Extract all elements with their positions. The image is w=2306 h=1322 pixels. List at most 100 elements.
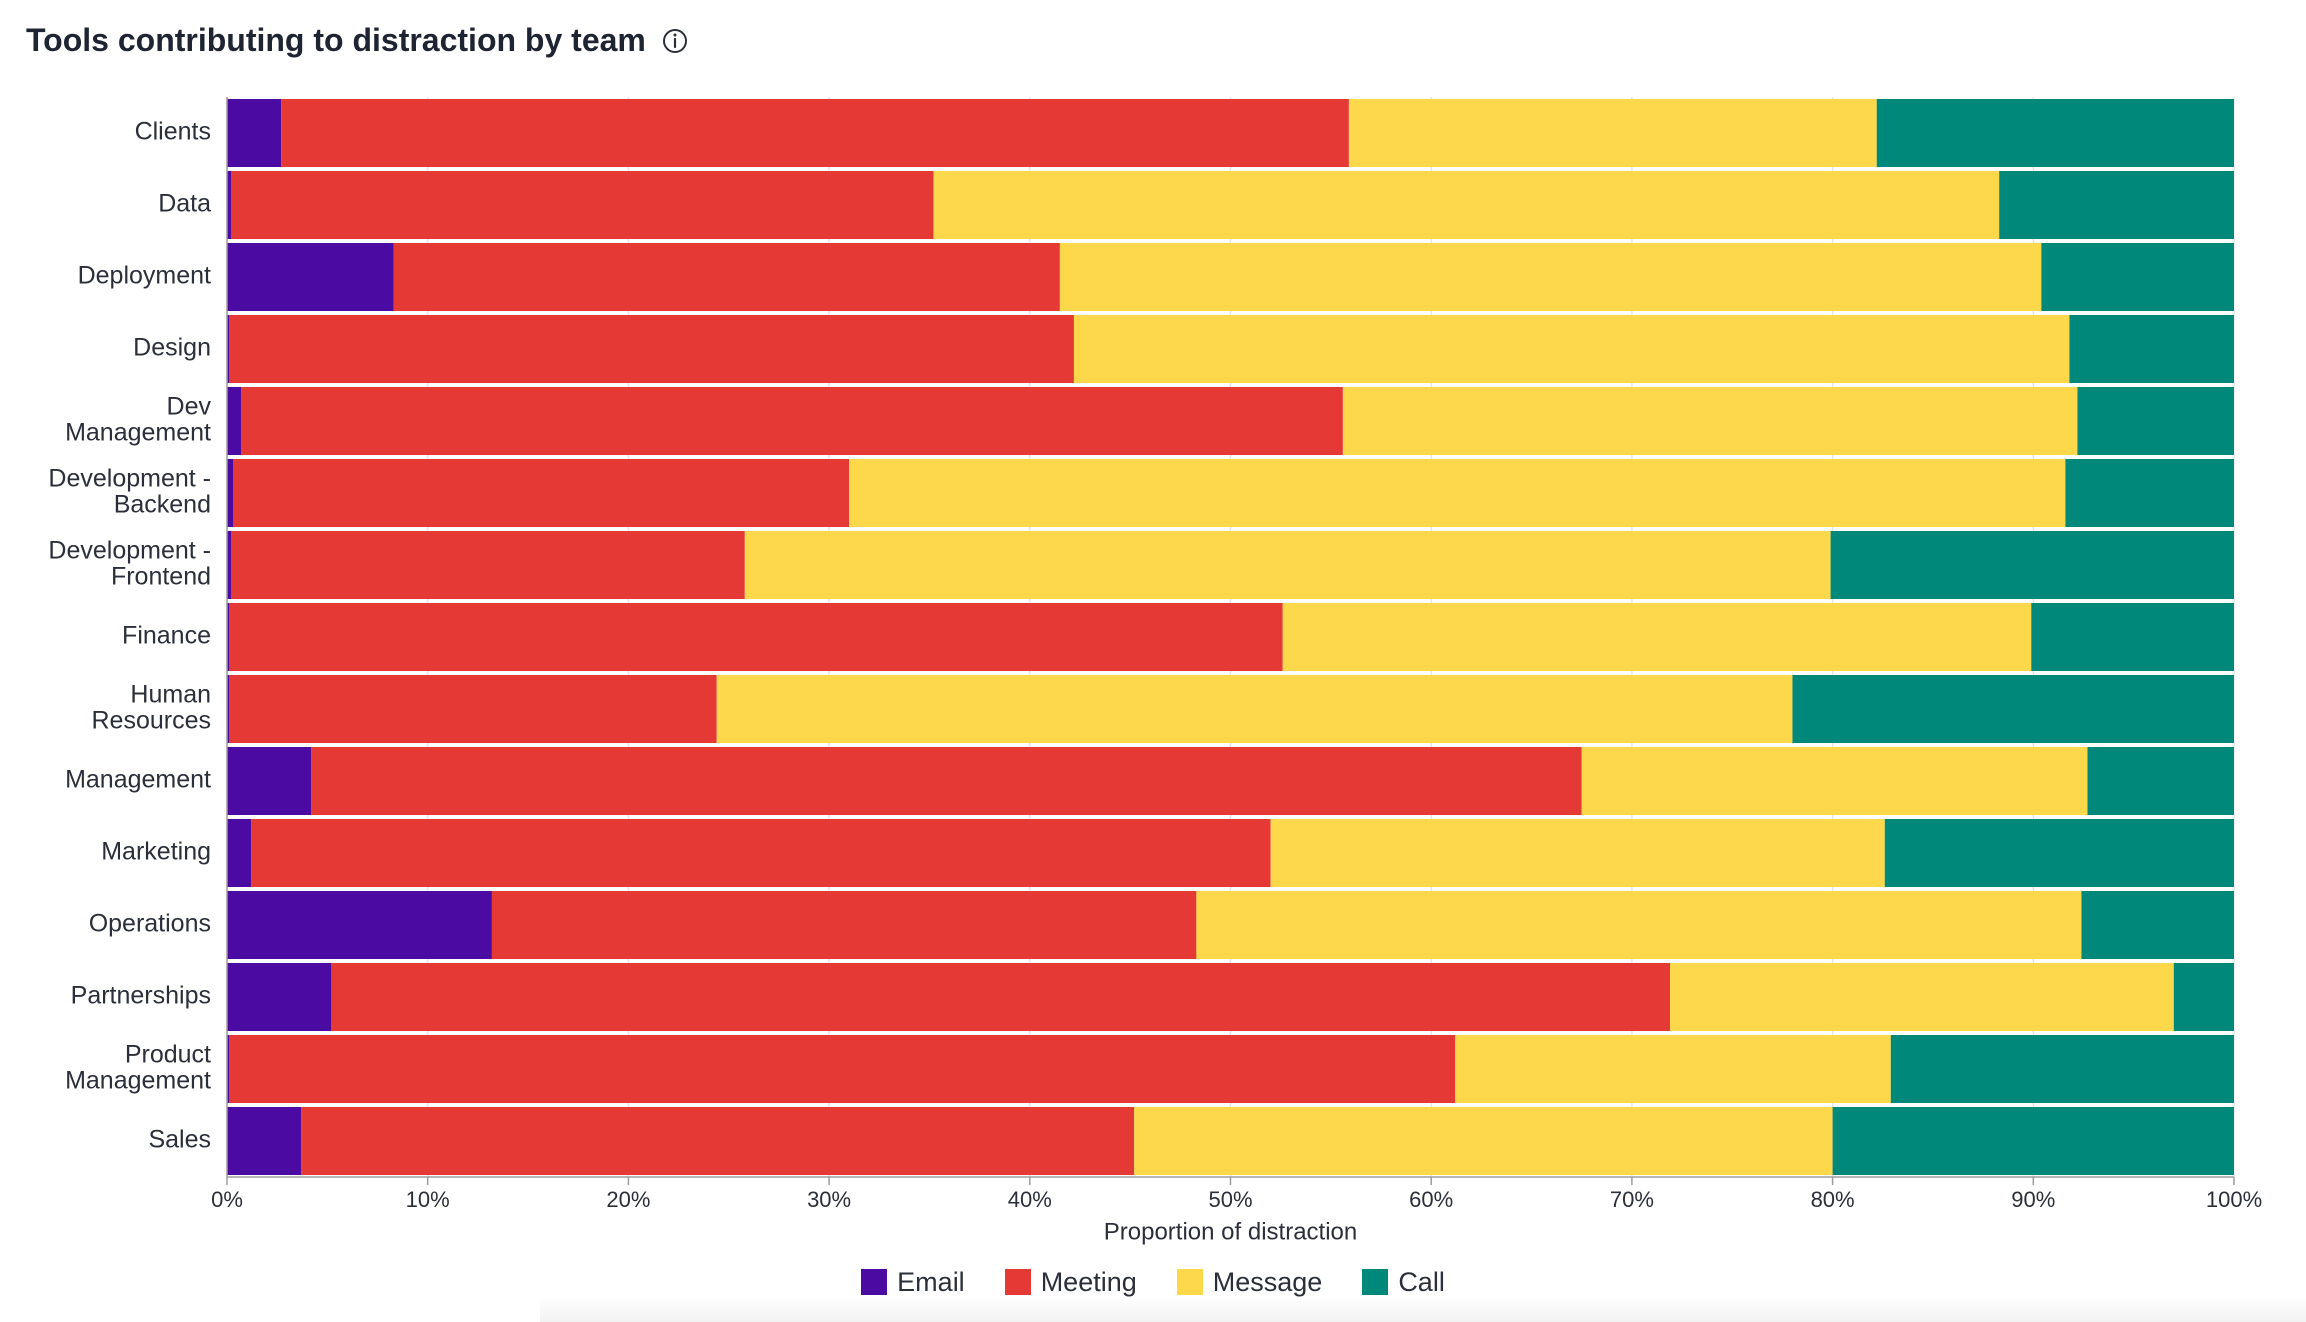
legend: Email Meeting Message Call	[0, 1262, 2306, 1302]
category-label: Frontend	[111, 563, 211, 591]
category-label: Management	[65, 766, 211, 794]
bar-message	[1073, 315, 2070, 383]
x-tick-label: 80%	[1811, 1187, 1855, 1212]
category-label: Management	[65, 419, 211, 447]
legend-swatch	[861, 1269, 888, 1295]
category-label: Human	[130, 681, 211, 709]
x-tick-label: 10%	[406, 1187, 450, 1212]
bar-email	[227, 99, 282, 167]
bar-call	[1792, 675, 2234, 743]
legend-swatch	[1004, 1269, 1031, 1295]
bar-message	[744, 531, 1831, 599]
bar-message	[1455, 1035, 1891, 1103]
bar-email	[227, 387, 242, 455]
bar-email	[227, 747, 312, 815]
x-axis-title: Proportion of distraction	[1104, 1218, 1357, 1245]
chart-header: Tools contributing to distraction by tea…	[26, 22, 690, 59]
bar-call	[1884, 819, 2234, 887]
bar-message	[716, 675, 1793, 743]
bar-email	[227, 891, 492, 959]
bar-message	[1342, 387, 2078, 455]
category-label: Development -	[48, 465, 211, 493]
bar-meeting	[301, 1107, 1135, 1175]
chart-title: Tools contributing to distraction by tea…	[26, 22, 646, 58]
bar-email	[227, 243, 394, 311]
bar-meeting	[393, 243, 1060, 311]
bar-message	[1282, 603, 2032, 671]
bar-email	[227, 531, 232, 599]
bar-call	[2041, 243, 2234, 311]
category-label: Design	[133, 334, 211, 362]
x-tick-label: 30%	[807, 1187, 851, 1212]
bar-message	[1581, 747, 2088, 815]
legend-item-call[interactable]: Call	[1362, 1267, 1445, 1298]
bar-meeting	[229, 675, 717, 743]
bar-email	[227, 1035, 230, 1103]
category-label: Finance	[122, 622, 211, 650]
legend-label: Email	[897, 1266, 965, 1297]
bottom-shade	[540, 1296, 2306, 1322]
bar-call	[2081, 891, 2234, 959]
bar-call	[1876, 99, 2234, 167]
legend-item-message[interactable]: Message	[1176, 1266, 1323, 1298]
bar-call	[1890, 1035, 2234, 1103]
category-label: Management	[65, 1067, 211, 1095]
legend-item-email[interactable]: Email	[861, 1267, 965, 1298]
bar-email	[227, 315, 230, 383]
info-icon[interactable]	[660, 26, 690, 56]
x-tick-label: 90%	[2011, 1187, 2055, 1212]
x-tick-label: 70%	[1610, 1187, 1654, 1212]
bar-meeting	[229, 603, 1283, 671]
bar-message	[1670, 963, 2174, 1031]
x-tick-label: 0%	[211, 1187, 243, 1212]
category-label: Marketing	[101, 838, 211, 866]
bar-meeting	[331, 963, 1671, 1031]
bar-email	[227, 459, 234, 527]
category-label: Operations	[89, 910, 211, 938]
bar-message	[933, 171, 2000, 239]
category-label: Clients	[135, 118, 211, 146]
bar-meeting	[251, 819, 1271, 887]
bars	[227, 99, 2234, 1175]
bar-message	[1059, 243, 2042, 311]
x-tick-label: 100%	[2206, 1187, 2262, 1212]
category-label: Backend	[114, 491, 211, 519]
bar-call	[2087, 747, 2234, 815]
bar-call	[2077, 387, 2234, 455]
bar-email	[227, 819, 252, 887]
bar-message	[1270, 819, 1885, 887]
bar-message	[849, 459, 2066, 527]
bar-email	[227, 1107, 302, 1175]
category-label: Development -	[48, 537, 211, 565]
bar-meeting	[229, 315, 1074, 383]
bar-message	[1134, 1107, 1833, 1175]
legend-swatch	[1362, 1269, 1389, 1295]
category-label: Deployment	[78, 262, 211, 290]
bar-meeting	[229, 1035, 1456, 1103]
x-tick-label: 20%	[606, 1187, 650, 1212]
bar-meeting	[233, 459, 850, 527]
bar-email	[227, 963, 332, 1031]
category-label: Data	[158, 190, 211, 218]
bar-meeting	[241, 387, 1343, 455]
category-labels: ClientsDataDeploymentDesignDevManagement…	[48, 118, 211, 1154]
bar-call	[1832, 1107, 2234, 1175]
bar-message	[1348, 99, 1877, 167]
bar-meeting	[281, 99, 1349, 167]
category-label: Resources	[92, 707, 212, 735]
legend-label: Call	[1398, 1266, 1445, 1297]
x-tick-label: 50%	[1208, 1187, 1252, 1212]
x-tick-label: 40%	[1008, 1187, 1052, 1212]
legend-label: Message	[1212, 1266, 1323, 1297]
category-label: Dev	[167, 393, 212, 421]
category-label: Partnerships	[71, 982, 211, 1010]
bar-call	[2065, 459, 2234, 527]
bar-meeting	[231, 171, 934, 239]
bar-call	[2069, 315, 2234, 383]
bar-meeting	[491, 891, 1197, 959]
bar-email	[227, 603, 230, 671]
category-label: Product	[125, 1041, 211, 1069]
category-label: Sales	[148, 1126, 211, 1154]
legend-item-meeting[interactable]: Meeting	[1004, 1267, 1137, 1298]
